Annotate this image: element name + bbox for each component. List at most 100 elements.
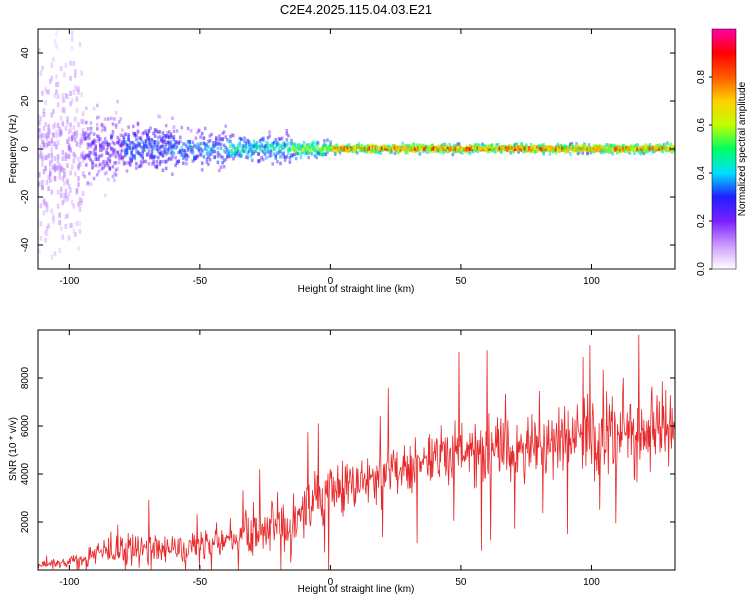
spectrogram-cell <box>161 139 165 143</box>
spectrogram-cell <box>177 150 180 155</box>
spectrogram-cell <box>578 146 581 151</box>
spectrogram-cell <box>520 145 523 150</box>
spectrogram-cell <box>53 93 57 99</box>
spectrogram-cell <box>409 144 412 149</box>
spectrogram-cell <box>144 131 148 135</box>
spectrogram-cell <box>285 138 289 142</box>
spectrogram-cell <box>63 106 66 112</box>
spectrogram-cell <box>147 141 151 145</box>
spectrogram-cell <box>603 147 607 151</box>
spectrogram-cell <box>66 94 69 100</box>
spectrogram-cell <box>221 161 224 165</box>
spectrogram-cell <box>172 143 176 147</box>
spectrogram-cell <box>161 168 165 172</box>
spectrogram-cell <box>114 110 118 115</box>
spectrogram-cell <box>229 154 232 159</box>
spectrogram-cell <box>64 63 68 68</box>
spectrogram-cell <box>290 138 293 143</box>
spectrogram-cell <box>481 146 484 150</box>
spectrogram-cell <box>273 152 276 156</box>
spectrogram-cell <box>262 145 265 149</box>
spectrogram-cell <box>114 155 118 159</box>
spectrogram-cell <box>39 153 43 159</box>
spectrogram-cell <box>85 136 88 141</box>
spectrogram-cell <box>288 156 292 160</box>
spectrogram-cell <box>114 161 118 165</box>
colorbar-tick-label: 0.2 <box>696 214 707 228</box>
spectrogram-cell <box>75 141 79 147</box>
spectrogram-cell <box>517 150 520 154</box>
spectrogram-cell <box>157 146 160 151</box>
spectrogram-cell <box>443 146 447 150</box>
spectrogram-cell <box>290 154 293 158</box>
spectrogram-cell <box>92 106 96 111</box>
spectrogram-cell <box>59 131 63 137</box>
spectrogram-cell <box>53 163 57 169</box>
spectrogram-cell <box>136 130 140 134</box>
spectrogram-cell <box>221 155 224 160</box>
spectrogram-cell <box>636 143 639 147</box>
spectrogram-cell <box>255 140 259 145</box>
spectrogram-cell <box>672 148 675 152</box>
spectrogram-cell <box>371 145 375 149</box>
spectrogram-cell <box>586 147 589 151</box>
spectrogram-cell <box>94 145 97 149</box>
spectrogram-cell <box>207 150 210 155</box>
spectrogram-cell <box>498 146 502 151</box>
spectrogram-cell <box>287 148 290 153</box>
spectrogram-cell <box>226 147 229 152</box>
spectrogram-cell <box>58 163 61 169</box>
spectrogram-cell <box>522 148 525 153</box>
spectrogram-cell <box>142 142 146 146</box>
spectrogram-cell <box>42 144 46 150</box>
spectrogram-cell <box>164 135 168 139</box>
spectrogram-cell <box>637 147 641 151</box>
spectrogram-cell <box>537 147 541 151</box>
spectrogram-cell <box>111 140 115 145</box>
spectrogram-cell <box>146 153 149 157</box>
spectrogram-cell <box>645 149 649 154</box>
spectrogram-cell <box>490 143 494 147</box>
spectrogram-cell <box>78 142 82 148</box>
spectrogram-cell <box>89 144 93 149</box>
spectrogram-cell <box>80 152 83 158</box>
spectrogram-cell <box>45 142 49 148</box>
spectrogram-cell <box>257 152 260 156</box>
spectrogram-cell <box>636 145 639 149</box>
spectrogram-cell <box>659 148 663 153</box>
spectrogram-cell <box>512 143 516 148</box>
spectrogram-cell <box>86 127 90 131</box>
spectrogram-cell <box>600 150 603 154</box>
spectrogram-cell <box>407 147 411 152</box>
spectrogram-cell <box>105 171 108 175</box>
spectrogram-cell <box>296 151 300 156</box>
spectrogram-cell <box>473 148 477 152</box>
spectrogram-cell <box>258 144 262 148</box>
spectrogram-cell <box>219 165 223 169</box>
spectrogram-cell <box>196 154 199 159</box>
spectrogram-cell <box>139 163 143 168</box>
spectrogram-cell <box>468 147 472 151</box>
x-tick-label: 100 <box>583 577 600 588</box>
spectrogram-cell <box>459 149 462 153</box>
spectrogram-cell <box>235 151 238 156</box>
spectrogram-cell <box>304 151 307 155</box>
spectrogram-cell <box>636 147 639 151</box>
spectrogram-cell <box>186 146 190 151</box>
spectrogram-cell <box>233 146 237 151</box>
spectrogram-cell <box>96 134 99 138</box>
spectrogram-cell <box>316 150 320 155</box>
spectrogram-cell <box>639 145 643 150</box>
spectrogram-cell <box>329 143 332 147</box>
spectrogram-cell <box>91 165 94 170</box>
spectrogram-cell <box>222 159 226 163</box>
spectrogram-cell <box>432 146 436 151</box>
spectrogram-cell <box>153 164 157 169</box>
spectrogram-cell <box>310 144 314 148</box>
spectrogram-cell <box>117 139 121 143</box>
spectrogram-cell <box>276 141 279 145</box>
spectrogram-cell <box>558 147 561 152</box>
spectrogram-cell <box>77 165 80 171</box>
spectrogram-cell <box>132 124 135 128</box>
spectrogram-cell <box>622 143 625 148</box>
